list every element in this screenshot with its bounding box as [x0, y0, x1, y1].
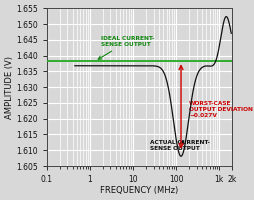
- Text: ACTUAL CURRENT-
SENSE OUTPUT: ACTUAL CURRENT- SENSE OUTPUT: [150, 140, 209, 151]
- Y-axis label: AMPLITUDE (V): AMPLITUDE (V): [5, 56, 14, 119]
- X-axis label: FREQUENCY (MHz): FREQUENCY (MHz): [100, 186, 178, 195]
- Text: IDEAL CURRENT-
SENSE OUTPUT: IDEAL CURRENT- SENSE OUTPUT: [98, 36, 154, 59]
- Text: WORST-CASE
OUTPUT DEVIATION
~0.027V: WORST-CASE OUTPUT DEVIATION ~0.027V: [188, 101, 252, 118]
